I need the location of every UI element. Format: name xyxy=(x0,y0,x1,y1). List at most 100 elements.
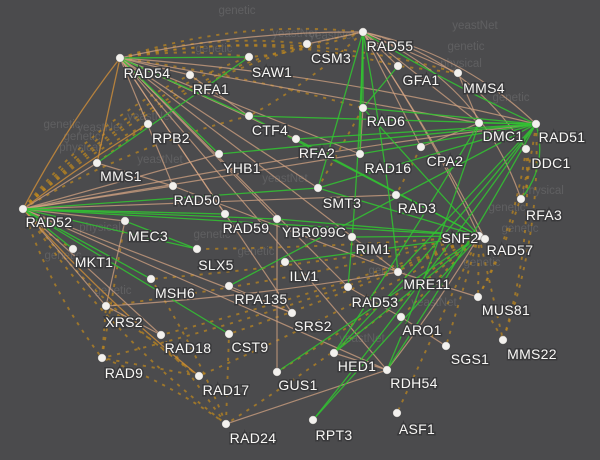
node-MSH6[interactable] xyxy=(146,274,156,284)
node-MKT1[interactable] xyxy=(68,244,78,254)
node-RAD59[interactable] xyxy=(220,209,230,219)
edge-RAD52-CST9 xyxy=(22,208,230,335)
node-RAD55[interactable] xyxy=(358,27,368,37)
node-SAW1[interactable] xyxy=(244,52,254,62)
node-label-RAD3: RAD3 xyxy=(398,200,437,216)
node-RIM1[interactable] xyxy=(347,232,357,242)
node-RAD16[interactable] xyxy=(355,149,365,159)
edge-RPA135-SRS2 xyxy=(228,285,293,314)
node-RPT3[interactable] xyxy=(308,415,318,425)
node-ARO1[interactable] xyxy=(396,312,406,322)
edge-RAD55-RAD16 xyxy=(359,31,364,155)
node-RAD24[interactable] xyxy=(221,419,231,429)
node-RAD52[interactable] xyxy=(18,204,28,214)
edge-SNF2-RAD18 xyxy=(160,235,480,336)
node-RFA1[interactable] xyxy=(185,70,195,80)
edge-RAD54-YBR099C xyxy=(119,57,278,220)
edge-SAW1-MMS1 xyxy=(96,56,250,164)
watermark-label: yeastNet xyxy=(262,173,308,185)
node-label-MRE11: MRE11 xyxy=(403,276,450,292)
node-MRE11[interactable] xyxy=(393,267,403,277)
node-RDH54[interactable] xyxy=(382,365,392,375)
edge-RAD54-MMS4 xyxy=(119,43,459,74)
node-ASF1[interactable] xyxy=(392,408,402,418)
node-RAD51[interactable] xyxy=(531,119,541,129)
node-DMC1[interactable] xyxy=(474,118,484,128)
node-label-RFA3: RFA3 xyxy=(526,207,562,223)
edge-SNF2-RAD6 xyxy=(362,107,480,237)
edge-RAD52-RAD51 xyxy=(22,123,537,210)
node-CSM3[interactable] xyxy=(302,39,312,49)
node-label-MKT1: MKT1 xyxy=(75,254,114,270)
node-YHB1[interactable] xyxy=(214,149,224,159)
edge-RAD55-SMT3 xyxy=(317,31,364,189)
node-RAD3[interactable] xyxy=(391,190,401,200)
node-MMS22[interactable] xyxy=(498,335,508,345)
node-RAD50[interactable] xyxy=(168,181,178,191)
node-RFA2[interactable] xyxy=(291,134,301,144)
node-MMS1[interactable] xyxy=(92,158,102,168)
watermark-label: physical xyxy=(522,185,564,197)
node-RFA3[interactable] xyxy=(516,194,526,204)
node-label-SLX5: SLX5 xyxy=(198,257,233,273)
node-label-RPB2: RPB2 xyxy=(152,130,190,146)
edge-ARO1-SGS1 xyxy=(400,316,447,347)
node-MEC3[interactable] xyxy=(120,216,130,226)
node-RAD6[interactable] xyxy=(358,103,368,113)
node-label-SMT3: SMT3 xyxy=(323,195,362,211)
node-RAD57[interactable] xyxy=(480,234,490,244)
node-RAD54[interactable] xyxy=(115,53,125,63)
node-label-RAD52: RAD52 xyxy=(26,214,73,230)
edge-DDC1-RFA3 xyxy=(520,148,530,200)
node-label-RAD55: RAD55 xyxy=(367,38,414,54)
node-MUS81[interactable] xyxy=(473,292,483,302)
node-SRS2[interactable] xyxy=(287,308,297,318)
node-layer xyxy=(18,27,541,429)
node-label-RAD50: RAD50 xyxy=(174,192,221,208)
node-SMT3[interactable] xyxy=(313,183,323,193)
node-label-RAD57: RAD57 xyxy=(487,242,534,258)
node-XRS2[interactable] xyxy=(101,301,111,311)
node-MMS4[interactable] xyxy=(453,68,463,78)
node-SLX5[interactable] xyxy=(192,244,202,254)
edge-RAD54-MRE11 xyxy=(119,57,399,273)
node-RAD17[interactable] xyxy=(194,371,204,381)
node-CPA2[interactable] xyxy=(416,142,426,152)
node-RAD53[interactable] xyxy=(343,282,353,292)
node-label-MUS81: MUS81 xyxy=(482,302,530,318)
node-RAD18[interactable] xyxy=(156,330,166,340)
node-label-RIM1: RIM1 xyxy=(356,241,391,257)
node-SGS1[interactable] xyxy=(441,341,451,351)
node-RPA135[interactable] xyxy=(224,281,234,291)
node-DDC1[interactable] xyxy=(521,144,531,154)
watermark-label: physical xyxy=(79,222,121,234)
edge-SNF2-RDH54 xyxy=(386,235,480,371)
node-label-MMS22: MMS22 xyxy=(507,346,557,362)
node-ILV1[interactable] xyxy=(280,257,290,267)
node-RPB2[interactable] xyxy=(143,119,153,129)
watermark-label: yeastNet xyxy=(452,20,498,32)
watermark-label: genetic xyxy=(193,229,230,241)
node-YBR099C[interactable] xyxy=(272,214,282,224)
watermark-label: genetic xyxy=(43,119,80,131)
node-label-CPA2: CPA2 xyxy=(427,153,464,169)
node-CTF4[interactable] xyxy=(244,111,254,121)
node-GUS1[interactable] xyxy=(272,367,282,377)
node-CST9[interactable] xyxy=(224,329,234,339)
node-label-SNF2: SNF2 xyxy=(442,230,479,246)
edge-RAD54-SMT3 xyxy=(119,57,319,189)
node-HED1[interactable] xyxy=(329,348,339,358)
watermark-label: physical xyxy=(440,58,482,70)
edge-SNF2-RAD9 xyxy=(101,235,480,359)
node-GFA1[interactable] xyxy=(393,61,403,71)
edge-RAD51-RFA2 xyxy=(295,123,537,140)
node-label-RAD54: RAD54 xyxy=(124,65,171,81)
node-RAD9[interactable] xyxy=(97,353,107,363)
edge-RAD54-RAD51 xyxy=(119,57,537,125)
node-label-RAD59: RAD59 xyxy=(223,220,270,236)
edge-RAD52-RPB2 xyxy=(22,123,149,210)
node-label-RPA135: RPA135 xyxy=(235,291,288,307)
edge-MMS1-RAD50 xyxy=(96,162,174,187)
